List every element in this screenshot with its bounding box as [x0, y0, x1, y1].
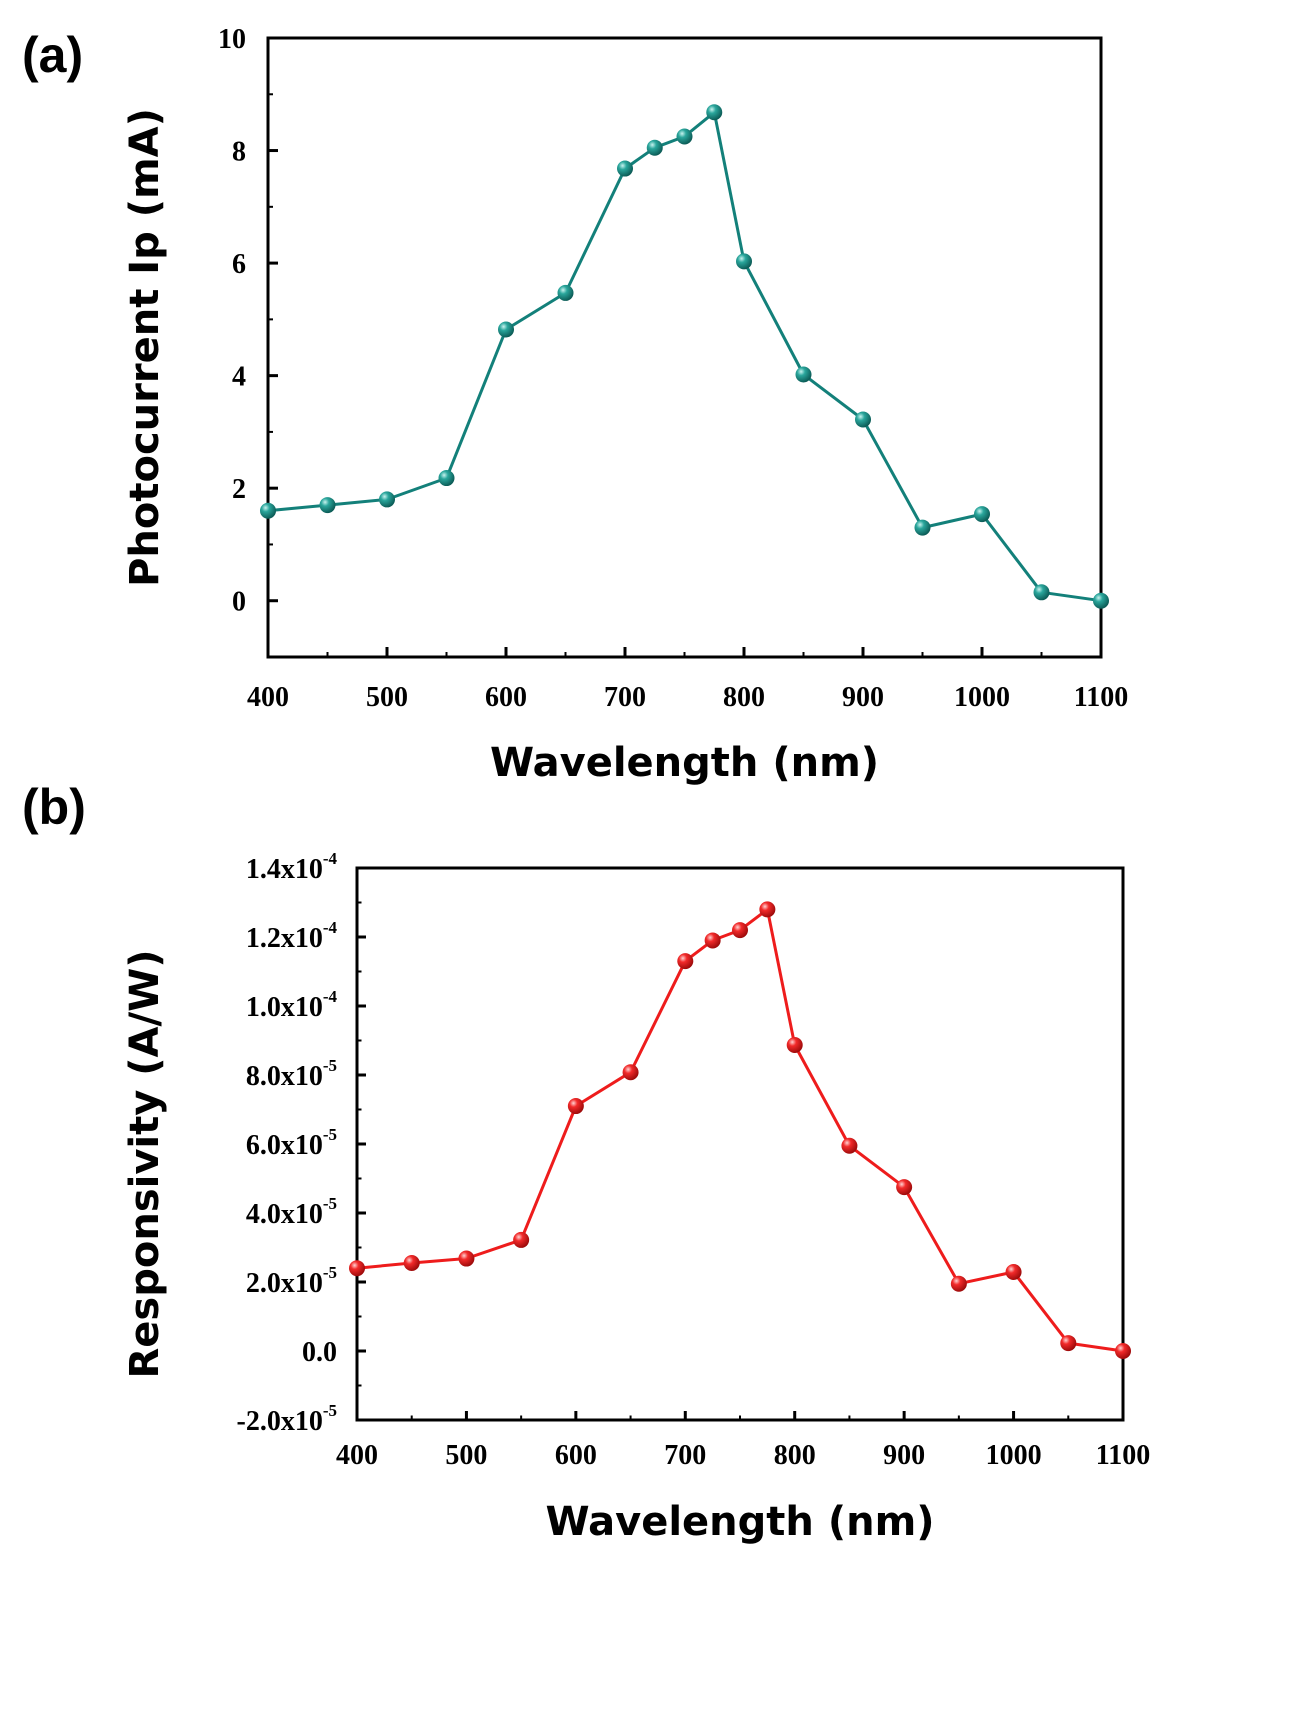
- data-point-a: [1093, 592, 1109, 609]
- x-tick-label-a: 1100: [1074, 682, 1128, 713]
- y-axis-title-b: Responsivity (A/W): [122, 949, 168, 1378]
- y-tick-label-b: 2.0x10-5: [246, 1263, 337, 1299]
- y-tick-label-b: 1.2x10-4: [246, 918, 338, 954]
- chart-b-responsivity: 400 500 600 700 800 900 1000 1100 -2.0x10-5 0.0 2.…: [122, 849, 1150, 1545]
- data-point-a: [676, 128, 693, 145]
- data-point-b: [1005, 1263, 1022, 1280]
- y-tick-label-b: -2.0x10-5: [237, 1401, 338, 1437]
- series-line-b: [356, 907, 1124, 1353]
- data-point-a: [438, 470, 455, 487]
- y-tick-label-b: 0.0: [302, 1337, 337, 1368]
- x-tick-label-b: 900: [883, 1440, 925, 1471]
- data-point-b: [759, 901, 776, 918]
- data-point-b: [513, 1231, 530, 1248]
- y-tick-label-b: 6.0x10-5: [246, 1125, 337, 1161]
- x-tick-label-b: 600: [555, 1440, 597, 1471]
- x-tick-label-a: 500: [366, 682, 408, 713]
- x-tick-label-b: 700: [664, 1440, 706, 1471]
- data-point-a: [974, 506, 990, 523]
- x-axis-title-a: Wavelength (nm): [490, 740, 879, 786]
- data-point-b: [704, 932, 721, 949]
- data-point-b: [567, 1098, 584, 1115]
- data-point-b: [349, 1260, 365, 1277]
- y-tick-label-a: 6: [232, 249, 246, 280]
- data-point-a: [795, 366, 812, 383]
- y-tick-label-a: 4: [232, 362, 246, 393]
- data-point-a: [914, 519, 931, 536]
- data-point-b: [622, 1064, 639, 1081]
- data-point-a: [498, 321, 514, 338]
- data-point-a: [706, 104, 723, 121]
- plot-frame-b: [355, 866, 1125, 1422]
- data-point-a: [319, 497, 336, 514]
- x-axis-title-b: Wavelength (nm): [545, 1499, 934, 1545]
- x-tick-label-b: 1100: [1096, 1440, 1150, 1471]
- x-tick-label-b: 400: [336, 1440, 378, 1471]
- panel-label-b: (b): [22, 779, 86, 835]
- data-point-a: [379, 491, 395, 508]
- data-point-b: [732, 922, 748, 939]
- data-point-a: [736, 253, 752, 270]
- x-tick-label-b: 800: [774, 1440, 816, 1471]
- data-point-b: [1060, 1335, 1077, 1352]
- data-point-b: [1115, 1343, 1131, 1359]
- x-tick-label-a: 1000: [954, 682, 1010, 713]
- data-point-b: [896, 1179, 913, 1196]
- series-line-a: [267, 110, 1102, 603]
- data-point-a: [260, 502, 276, 519]
- x-tick-label-a: 700: [604, 682, 646, 713]
- y-tick-label-a: 2: [232, 474, 246, 505]
- data-point-a: [855, 411, 871, 428]
- data-point-b: [841, 1137, 858, 1154]
- x-tick-label-a: 800: [723, 682, 765, 713]
- x-tick-label-a: 600: [485, 682, 527, 713]
- y-tick-label-a: 10: [218, 24, 246, 55]
- x-tick-label-a: 900: [842, 682, 884, 713]
- data-point-b: [950, 1275, 967, 1292]
- y-tick-label-b: 1.0x10-4: [246, 987, 338, 1023]
- chart-a-photocurrent: 400 500 600 700 800 900 1000 1100 0 2 4 6 8 10 Wavelen…: [122, 24, 1128, 786]
- y-tick-label-a: 0: [232, 587, 246, 618]
- data-point-a: [646, 139, 663, 156]
- x-tick-label-b: 1000: [986, 1440, 1042, 1471]
- data-point-a: [1033, 584, 1050, 601]
- x-tick-label-b: 500: [445, 1440, 487, 1471]
- data-point-a: [617, 160, 633, 177]
- data-point-b: [786, 1036, 803, 1053]
- y-axis-title-a: Photocurrent Ip (mA): [122, 108, 168, 587]
- x-tick-label-a: 400: [247, 682, 289, 713]
- y-tick-label-b: 8.0x10-5: [246, 1056, 337, 1092]
- y-tick-label-a: 8: [232, 137, 246, 168]
- data-point-b: [403, 1255, 420, 1272]
- y-tick-label-b: 1.4x10-4: [246, 849, 338, 885]
- data-point-b: [677, 953, 694, 970]
- data-point-a: [557, 284, 574, 301]
- y-tick-label-b: 4.0x10-5: [246, 1194, 337, 1230]
- panel-label-a: (a): [22, 27, 84, 83]
- data-point-b: [458, 1250, 475, 1267]
